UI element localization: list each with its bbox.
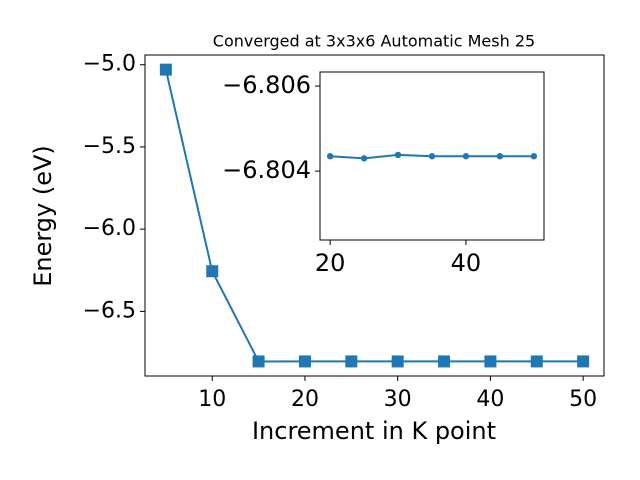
data-marker bbox=[484, 355, 497, 368]
x-tick-label: 40 bbox=[476, 387, 504, 412]
data-marker bbox=[345, 355, 358, 368]
data-marker bbox=[530, 153, 538, 160]
x-tick-label: 20 bbox=[315, 249, 346, 277]
y-tick-label: −6.806 bbox=[222, 71, 311, 99]
x-tick-label: 10 bbox=[198, 387, 226, 412]
x-axis-label: Increment in K point bbox=[252, 417, 496, 445]
data-marker bbox=[252, 355, 265, 368]
data-line bbox=[164, 69, 584, 363]
data-marker bbox=[360, 155, 368, 162]
y-tick-label: −5.0 bbox=[83, 52, 136, 77]
x-tick-label: 20 bbox=[291, 387, 319, 412]
data-marker bbox=[159, 63, 172, 76]
y-tick-label: −5.5 bbox=[83, 134, 136, 159]
x-tick-label: 30 bbox=[384, 387, 412, 412]
y-tick-label: −6.5 bbox=[83, 298, 136, 323]
data-marker bbox=[206, 265, 219, 278]
data-marker bbox=[394, 151, 402, 159]
y-axis-label: Energy (eV) bbox=[29, 145, 57, 287]
data-marker bbox=[298, 355, 311, 368]
data-marker bbox=[428, 153, 436, 160]
x-tick-label: 50 bbox=[569, 387, 597, 412]
data-marker bbox=[577, 355, 590, 368]
chart-title: Converged at 3x3x6 Automatic Mesh 25 bbox=[213, 32, 535, 51]
data-marker bbox=[530, 355, 543, 368]
data-marker bbox=[391, 355, 404, 368]
x-tick-label: 40 bbox=[451, 249, 482, 277]
data-marker bbox=[326, 153, 334, 160]
data-marker bbox=[462, 153, 470, 160]
data-marker bbox=[438, 355, 451, 368]
y-tick-label: −6.804 bbox=[222, 156, 311, 184]
y-tick-label: −6.0 bbox=[83, 216, 136, 241]
data-marker bbox=[496, 153, 504, 160]
